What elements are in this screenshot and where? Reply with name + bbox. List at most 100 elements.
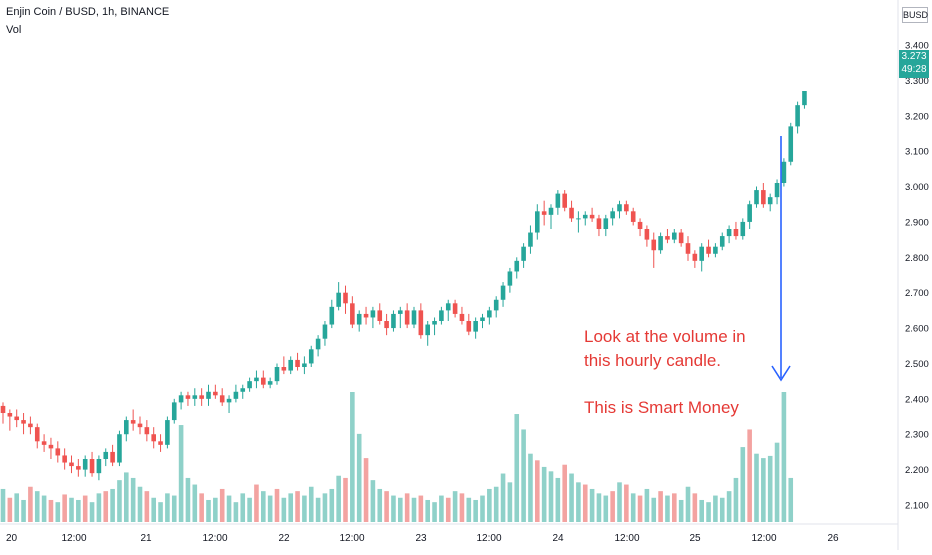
candle-body (644, 229, 650, 240)
y-tick-label: 2.700 (905, 288, 929, 299)
volume-bar (398, 497, 403, 522)
volume-bar (34, 491, 40, 522)
volume-bar (391, 495, 396, 522)
volume-bar (678, 499, 684, 522)
volume-bar (267, 495, 273, 522)
candle-body (678, 232, 684, 244)
volume-bar (322, 493, 328, 522)
candle-body (171, 402, 177, 421)
candle-body (199, 395, 204, 399)
last-price: 3.273 (901, 51, 927, 62)
x-tick-label: 12:00 (476, 533, 501, 544)
volume-bar (713, 495, 718, 522)
candle-body (658, 236, 663, 251)
volume-bar (781, 392, 787, 522)
candle-body (356, 313, 362, 325)
volume-bar (178, 425, 184, 522)
volume-bar (747, 429, 752, 522)
volume-bar (240, 493, 246, 522)
volume-bar (637, 495, 643, 522)
volume-bar (480, 495, 485, 522)
volume-bar (500, 473, 506, 522)
candle-body (706, 246, 711, 254)
currency-badge[interactable]: BUSD (902, 7, 928, 23)
candle-body (226, 398, 232, 403)
candle-body (377, 310, 383, 321)
candle-body (391, 313, 396, 329)
candle-body (69, 462, 74, 467)
candle-body (110, 451, 115, 463)
volume-bar (130, 477, 136, 522)
volume-bar (117, 480, 122, 522)
annotation-arrowhead (771, 365, 791, 382)
volume-bar (754, 453, 759, 522)
volume-bar (199, 493, 204, 522)
candle-body (322, 324, 328, 339)
volume-bar (226, 495, 232, 522)
candle-body (630, 211, 636, 222)
volume-bar (55, 502, 61, 522)
volume-bar (665, 495, 670, 522)
volume-bar (21, 499, 26, 522)
volume-bar (171, 495, 177, 522)
last-price-tag: 3.273 49:28 (899, 50, 929, 78)
x-tick-label: 12:00 (339, 533, 364, 544)
volume-bar (158, 502, 163, 522)
x-tick-label: 24 (552, 533, 564, 544)
volume-bar (706, 502, 711, 522)
candle-body (158, 441, 163, 445)
volume-bar (535, 460, 540, 522)
volume-bar (261, 491, 266, 522)
y-tick-label: 3.000 (905, 182, 929, 193)
candle-body (692, 253, 698, 261)
candle-body (480, 317, 485, 321)
volume-bar (329, 488, 335, 522)
y-tick-label: 2.100 (905, 501, 929, 512)
volume-bar (774, 442, 780, 522)
candle-body (267, 381, 273, 385)
volume-bar (62, 494, 67, 522)
volume-bar (644, 488, 650, 522)
candle-body (329, 306, 335, 325)
x-tick-label: 12:00 (61, 533, 86, 544)
volume-bar (308, 486, 314, 522)
volume-bar (404, 493, 410, 522)
volume-bar (336, 475, 341, 522)
x-tick-label: 12:00 (202, 533, 227, 544)
candle-body (665, 236, 670, 240)
volume-bar (69, 497, 74, 522)
candle-body (747, 204, 752, 222)
candle-body (795, 105, 800, 127)
candle-body (247, 381, 252, 389)
volume-bar (672, 493, 677, 522)
candle-body (596, 218, 602, 229)
candle-body (754, 190, 759, 205)
candle-body (7, 413, 13, 417)
x-tick-label: 12:00 (751, 533, 776, 544)
y-tick-label: 2.400 (905, 394, 929, 405)
volume-bar (384, 491, 389, 522)
volume-bar (685, 486, 691, 522)
volume-bar (439, 495, 444, 522)
y-tick-label: 3.100 (905, 147, 929, 158)
x-tick-label: 23 (415, 533, 427, 544)
volume-bar (548, 471, 554, 522)
candle-body (151, 434, 156, 442)
candle-body (637, 221, 643, 229)
volume-bar (733, 477, 739, 522)
candle-body (398, 310, 403, 314)
volume-bar (719, 497, 725, 522)
x-tick-label: 22 (278, 533, 290, 544)
volume-bar (726, 491, 732, 522)
candle-body (719, 236, 725, 247)
volume-bar (596, 493, 602, 522)
candle-body (103, 451, 109, 459)
candle-body (452, 303, 458, 314)
volume-bar (528, 453, 533, 522)
volume-bar (541, 466, 547, 522)
volume-bar (137, 486, 143, 522)
candle-body (281, 367, 287, 371)
volume-bar (582, 484, 588, 522)
